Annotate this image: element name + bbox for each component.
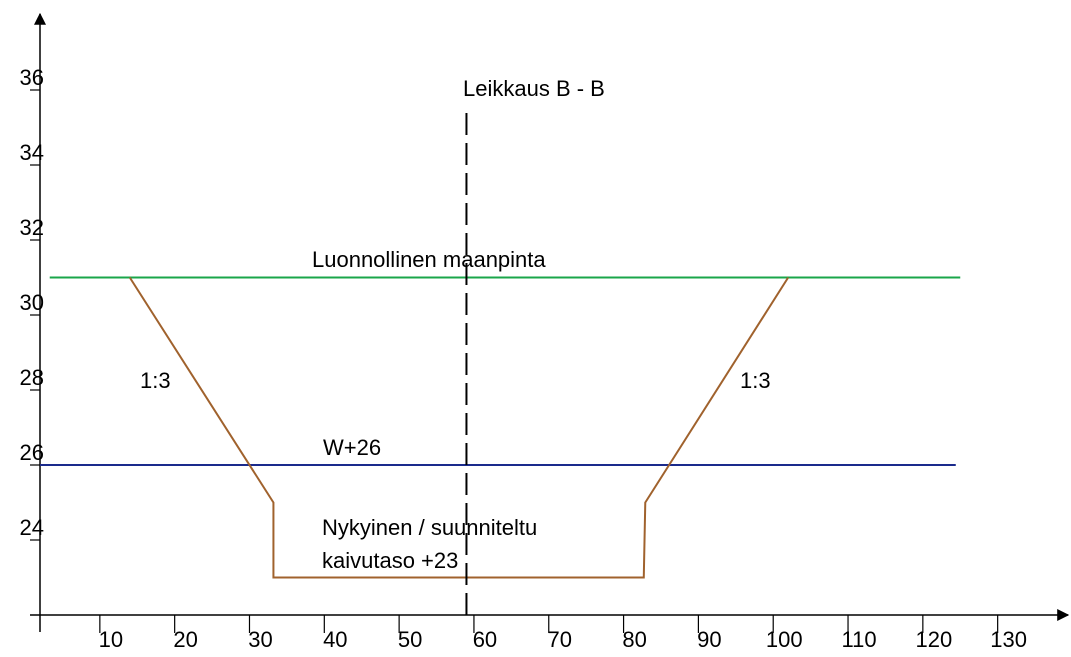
annotation: Luonnollinen maanpinta (312, 247, 546, 272)
y-tick-label: 28 (20, 365, 44, 390)
x-tick-label: 100 (766, 627, 803, 652)
y-tick-label: 32 (20, 215, 44, 240)
x-tick-label: 90 (697, 627, 721, 652)
annotation: 1:3 (140, 368, 171, 393)
x-tick-label: 20 (173, 627, 197, 652)
x-tick-label: 110 (841, 627, 876, 652)
x-tick-label: 40 (323, 627, 347, 652)
x-tick-label: 30 (248, 627, 272, 652)
annotation: Nykyinen / suunniteltu (322, 515, 537, 540)
y-tick-label: 24 (20, 515, 44, 540)
annotation: kaivutaso +23 (322, 548, 458, 573)
annotation: W+26 (323, 435, 381, 460)
y-tick-label: 30 (20, 290, 44, 315)
x-tick-label: 130 (990, 627, 1027, 652)
y-tick-label: 34 (20, 140, 44, 165)
x-tick-label: 50 (398, 627, 422, 652)
x-tick-label: 120 (915, 627, 952, 652)
y-tick-label: 36 (20, 65, 44, 90)
x-tick-label: 10 (99, 627, 123, 652)
x-tick-label: 70 (548, 627, 572, 652)
x-tick-label: 60 (473, 627, 497, 652)
series-line (128, 276, 790, 579)
y-tick-label: 26 (20, 440, 44, 465)
annotation: 1:3 (740, 368, 771, 393)
x-tick-label: 80 (622, 627, 646, 652)
annotation: Leikkaus B - B (463, 76, 605, 101)
